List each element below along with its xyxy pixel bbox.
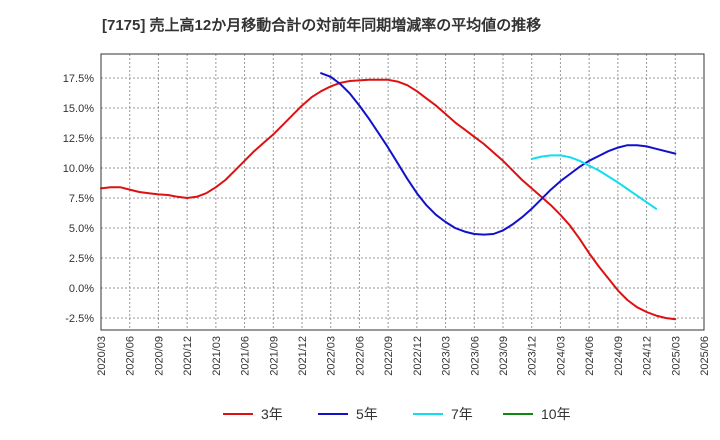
y-axis-ticks: 17.5% 15.0% 12.5% 10.0% 7.5% 5.0% 2.5% 0.0% -2.5… [63,73,94,325]
y-tick-label: 0.0% [69,283,94,295]
grid-lines [100,54,705,330]
x-tick-label: 2020/06 [125,336,137,376]
x-tick-label: 2023/06 [469,336,481,376]
y-tick-label: -2.5% [65,313,94,325]
chart-title: [7175] 売上高12か月移動合計の対前年同期増減率の平均値の推移 [102,17,542,34]
x-tick-label: 2025/06 [699,336,711,376]
y-tick-label: 5.0% [69,223,94,235]
x-tick-label: 2022/09 [383,336,395,376]
series-line-0 [100,78,677,321]
x-tick-label: 2023/12 [527,336,539,376]
legend-label-1: 5年 [356,406,378,422]
x-tick-label: 2020/09 [153,336,165,376]
y-tick-label: 12.5% [63,133,94,145]
x-tick-label: 2023/03 [441,336,453,376]
y-tick-label: 7.5% [69,193,94,205]
x-tick-label: 2022/12 [412,336,424,376]
legend-label-2: 7年 [451,406,473,422]
x-tick-label: 2023/09 [498,336,510,376]
series-line-2 [530,154,658,210]
series-line-1 [320,72,677,236]
legend-label-0: 3年 [261,406,283,422]
x-tick-label: 2020/03 [96,336,108,376]
x-tick-label: 2024/09 [613,336,625,376]
y-tick-label: 17.5% [63,73,94,85]
plot-border [100,53,705,331]
series-lines [100,72,677,321]
x-tick-label: 2021/12 [297,336,309,376]
legend: 3年 5年 7年 10年 [223,406,571,422]
x-tick-label: 2024/12 [642,336,654,376]
x-tick-label: 2022/06 [354,336,366,376]
y-tick-label: 10.0% [63,163,94,175]
x-tick-label: 2021/06 [240,336,252,376]
x-tick-label: 2021/03 [211,336,223,376]
x-tick-label: 2020/12 [182,336,194,376]
y-tick-label: 15.0% [63,103,94,115]
plot-area [101,54,704,330]
x-axis-ticks: 2020/03 2020/06 2020/09 2020/12 2021/03 2021/… [96,336,711,376]
y-tick-label: 2.5% [69,253,94,265]
x-tick-label: 2021/09 [268,336,280,376]
x-tick-label: 2025/03 [670,336,682,376]
legend-label-3: 10年 [541,406,571,422]
x-tick-label: 2024/03 [555,336,567,376]
x-tick-label: 2024/06 [584,336,596,376]
x-tick-label: 2022/03 [326,336,338,376]
